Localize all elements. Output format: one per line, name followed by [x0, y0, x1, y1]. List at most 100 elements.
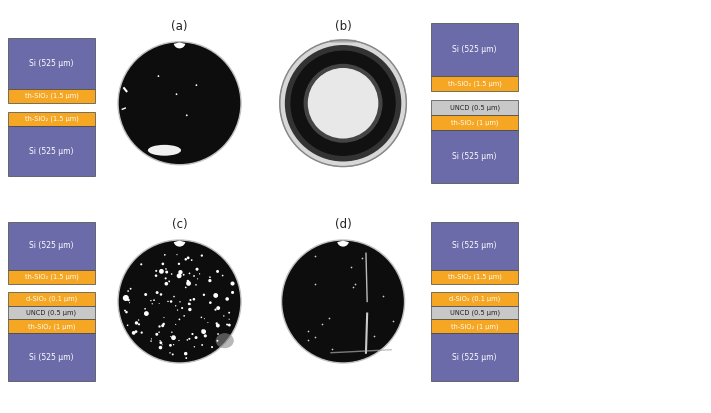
Point	[180, 350, 191, 357]
Point	[191, 334, 202, 341]
Point	[160, 275, 171, 282]
Point	[310, 253, 321, 259]
Point	[162, 298, 173, 305]
Point	[182, 278, 193, 285]
Text: Si (525 μm): Si (525 μm)	[29, 59, 74, 68]
Point	[309, 334, 320, 340]
Circle shape	[196, 84, 198, 86]
Text: d-SiO₂ (0.1 μm): d-SiO₂ (0.1 μm)	[26, 295, 77, 302]
Point	[356, 255, 368, 261]
Circle shape	[307, 67, 382, 142]
Bar	[9, 126, 95, 176]
Point	[346, 264, 357, 271]
Point	[145, 338, 156, 344]
Circle shape	[282, 240, 405, 363]
Text: Si (525 μm): Si (525 μm)	[29, 353, 74, 362]
Point	[131, 320, 142, 326]
Point	[149, 297, 160, 304]
Point	[172, 307, 183, 313]
Point	[184, 335, 196, 342]
Point	[164, 349, 176, 356]
Point	[161, 280, 172, 287]
Point	[200, 332, 211, 339]
Wedge shape	[173, 43, 186, 48]
Point	[123, 297, 134, 303]
Point	[167, 351, 178, 358]
Point	[158, 320, 169, 327]
Circle shape	[144, 311, 149, 316]
Text: th-SiO₂ (1.5 μm): th-SiO₂ (1.5 μm)	[25, 93, 78, 99]
Text: Si (525 μm): Si (525 μm)	[452, 152, 497, 161]
Point	[205, 299, 216, 306]
Point	[166, 271, 177, 277]
Point	[161, 269, 172, 275]
Point	[206, 344, 218, 350]
Point	[217, 272, 228, 279]
Point	[181, 355, 192, 361]
Circle shape	[289, 49, 397, 157]
Point	[197, 327, 208, 334]
Point	[151, 268, 162, 274]
Bar	[432, 100, 518, 115]
Bar	[432, 306, 518, 319]
Text: th-SiO₂ (1.5 μm): th-SiO₂ (1.5 μm)	[448, 81, 501, 87]
Circle shape	[201, 329, 206, 334]
Circle shape	[213, 293, 218, 298]
Point	[227, 289, 238, 296]
Point	[171, 252, 183, 258]
Point	[136, 329, 147, 336]
Point	[186, 257, 198, 263]
Circle shape	[279, 40, 407, 166]
Point	[302, 328, 314, 334]
Point	[166, 329, 178, 335]
Point	[348, 283, 359, 290]
Point	[188, 273, 200, 279]
Point	[183, 301, 195, 307]
Point	[122, 322, 133, 329]
Point	[157, 261, 169, 267]
Text: th-SiO₂ (1 μm): th-SiO₂ (1 μm)	[28, 323, 75, 330]
Bar	[9, 89, 95, 103]
Point	[224, 322, 235, 328]
Point	[168, 342, 179, 348]
Bar	[9, 333, 95, 382]
Point	[183, 254, 194, 261]
Point	[154, 323, 165, 330]
Point	[133, 317, 144, 323]
Point	[199, 316, 210, 322]
Point	[213, 305, 224, 311]
Bar	[432, 221, 518, 270]
Point	[165, 342, 176, 349]
Circle shape	[186, 281, 191, 286]
Point	[159, 252, 171, 258]
Point	[184, 306, 196, 313]
Point	[170, 302, 181, 309]
Point	[170, 321, 181, 328]
Point	[377, 292, 388, 299]
Point	[139, 306, 151, 312]
Point	[140, 291, 151, 298]
Point	[120, 294, 132, 301]
Circle shape	[176, 93, 178, 95]
Point	[154, 337, 166, 344]
Point	[173, 337, 185, 344]
Point	[155, 344, 166, 351]
Point	[130, 328, 141, 335]
Point	[155, 291, 166, 298]
Point	[150, 272, 161, 279]
Point	[173, 261, 185, 267]
Bar	[432, 270, 518, 284]
Point	[160, 266, 171, 272]
Point	[213, 331, 224, 337]
Point	[151, 331, 163, 337]
Point	[368, 333, 380, 339]
Point	[136, 261, 147, 268]
Point	[156, 342, 168, 348]
Point	[188, 344, 200, 350]
Point	[146, 300, 158, 307]
Point	[122, 288, 134, 294]
Text: Si (525 μm): Si (525 μm)	[29, 241, 74, 250]
Point	[350, 280, 361, 287]
Point	[302, 337, 314, 344]
Bar	[432, 23, 518, 76]
